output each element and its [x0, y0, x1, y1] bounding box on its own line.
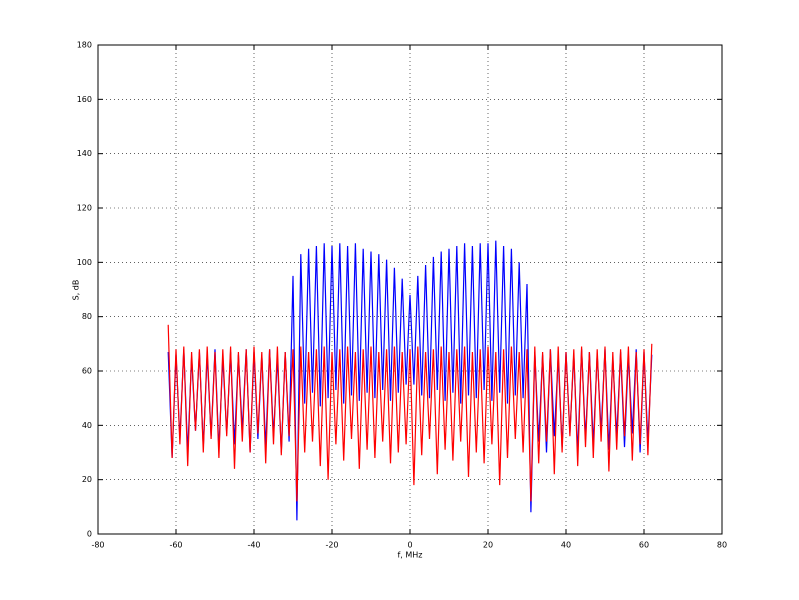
y-tick-label: 80: [82, 312, 92, 321]
x-tick-label: 60: [639, 541, 649, 550]
y-tick-label: 120: [77, 204, 92, 213]
x-tick-label: 0: [407, 541, 412, 550]
y-tick-label: 180: [77, 41, 92, 50]
x-tick-label: -80: [91, 541, 104, 550]
x-tick-label: 80: [717, 541, 727, 550]
y-tick-label: 100: [77, 258, 92, 267]
y-tick-label: 60: [82, 367, 92, 376]
x-tick-label: -60: [169, 541, 182, 550]
x-tick-label: -20: [325, 541, 338, 550]
series-line: [167, 324, 653, 502]
x-tick-label: 40: [561, 541, 571, 550]
y-axis-label: S, dB: [72, 280, 81, 301]
x-tick-label: 20: [483, 541, 493, 550]
y-tick-label: 20: [82, 475, 92, 484]
y-tick-label: 0: [87, 530, 92, 539]
x-tick-label: -40: [247, 541, 260, 550]
y-tick-label: 40: [82, 421, 92, 430]
y-tick-label: 140: [77, 149, 92, 158]
y-tick-label: 160: [77, 95, 92, 104]
plot-frame: [97, 44, 723, 535]
x-axis-label: f, MHz: [397, 551, 422, 560]
